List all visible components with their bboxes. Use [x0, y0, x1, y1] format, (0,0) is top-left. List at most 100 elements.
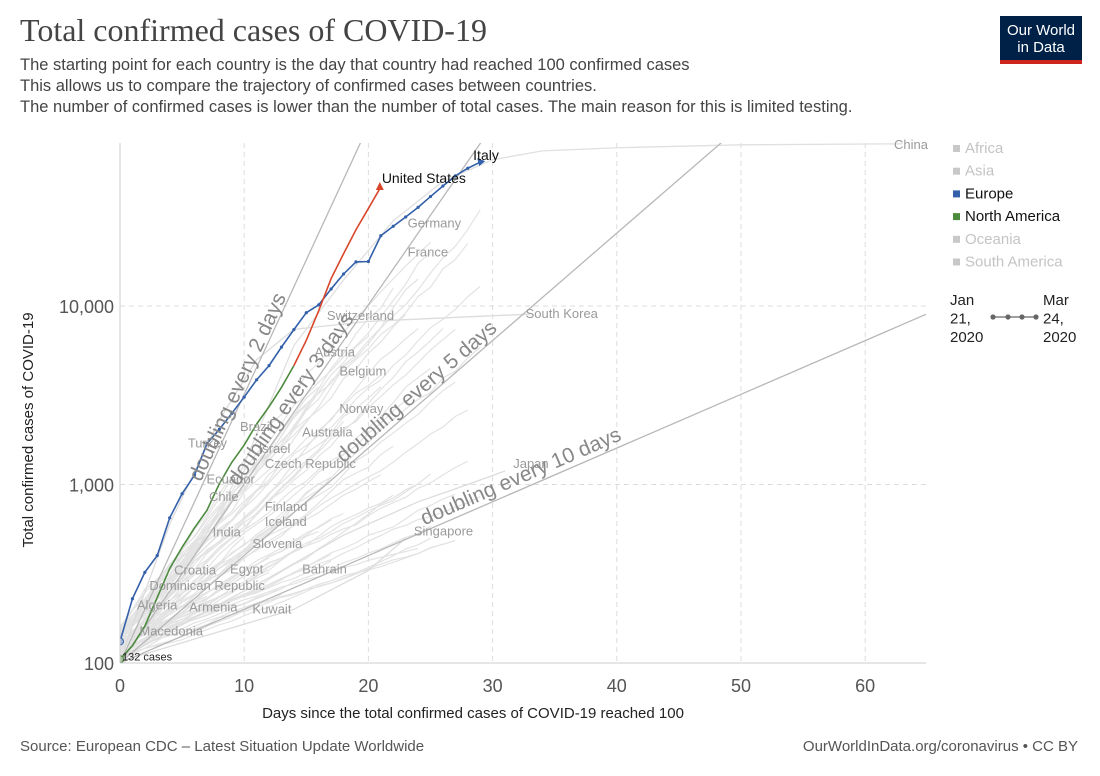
logo-line-2: in Data [1017, 39, 1065, 56]
series-point [230, 411, 234, 416]
series-point [267, 363, 271, 368]
country-label-austria: Austria [315, 344, 356, 359]
legend-item-asia[interactable]: Asia [953, 163, 995, 180]
country-label-algeria: Algeria [137, 597, 178, 612]
doubling-reference-lines [120, 143, 926, 663]
series-point [255, 378, 259, 382]
x-tick-label: 60 [855, 676, 875, 696]
owid-logo[interactable]: Our World in Data [1000, 16, 1082, 64]
credit-link[interactable]: OurWorldInData.org/coronavirus • CC BY [802, 738, 1078, 755]
background-country-line [120, 553, 332, 653]
subtitle-line-2: This allows us to compare the trajectory… [20, 77, 597, 95]
series-point [168, 516, 172, 520]
legend-item-south-america[interactable]: South America [953, 254, 1063, 271]
page-title: Total confirmed cases of COVID-19 [20, 12, 487, 48]
legend-item-north-america[interactable]: North America [953, 208, 1061, 225]
doubling-line-3 [120, 143, 482, 663]
x-tick-label: 10 [234, 676, 254, 696]
country-label-czech-republic: Czech Republic [265, 456, 357, 471]
timeline-handle[interactable] [990, 314, 996, 320]
x-tick-label: 50 [731, 676, 751, 696]
series-point [180, 492, 184, 496]
country-label-finland: Finland [265, 499, 308, 514]
timeline-end-date: Mar [1043, 292, 1069, 309]
country-label-norway: Norway [339, 401, 384, 416]
legend-swatch [953, 145, 960, 152]
highlighted-series [120, 158, 486, 663]
x-tick-label: 0 [115, 676, 125, 696]
legend-swatch [953, 190, 960, 198]
timeline-handle[interactable] [1005, 314, 1011, 320]
country-label-armenia: Armenia [189, 599, 238, 614]
subtitle-line-3: The number of confirmed cases is lower t… [20, 98, 853, 116]
series-point [130, 597, 135, 601]
timeline-start-date: 2020 [950, 329, 983, 346]
legend-label: Europe [965, 185, 1013, 202]
y-tick-label: 1,000 [69, 476, 114, 496]
legend-item-africa[interactable]: Africa [953, 140, 1004, 157]
series-start-point [120, 637, 124, 646]
axes: 0 10 20 30 40 50 60 100 1,000 10,000 Days since th… [20, 143, 926, 722]
series-point [404, 215, 408, 219]
y-tick-label: 100 [84, 654, 114, 674]
doubling-line-5 [120, 143, 722, 663]
y-axis-title: Total confirmed cases of COVID-19 [20, 312, 37, 547]
timeline-handle[interactable] [1019, 314, 1025, 320]
logo-line-1: Our World [1006, 22, 1076, 39]
series-point [391, 224, 395, 228]
series-point [366, 259, 370, 264]
background-country-line [120, 474, 382, 644]
country-label-china: China [894, 137, 929, 152]
south-korea-line [120, 313, 530, 661]
series-point [354, 260, 358, 264]
series-point [155, 553, 159, 558]
series-point [379, 234, 383, 238]
country-label-israel: Israel [259, 441, 291, 456]
series-arrow-us [375, 181, 384, 190]
legend-label: Asia [965, 163, 995, 180]
doubling-label-10: doubling every 10 days [417, 423, 624, 530]
legend-item-oceania[interactable]: Oceania [953, 231, 1022, 248]
country-label-dominican-republic: Dominican Republic [149, 578, 265, 593]
series-point [217, 427, 221, 431]
background-country-line [120, 547, 419, 644]
country-label-united-states: United States [382, 170, 466, 186]
legend-label: Africa [965, 140, 1004, 157]
timeline-end-date: 2020 [1043, 329, 1076, 346]
series-point [205, 442, 209, 446]
background-country-lines [120, 143, 903, 663]
country-label-slovenia: Slovenia [252, 536, 303, 551]
timeline-handle-end[interactable] [1033, 314, 1039, 320]
series-line-united-states-late [293, 186, 382, 367]
x-axis-title: Days since the total confirmed cases of … [262, 705, 684, 722]
background-country-line [120, 329, 456, 647]
legend-item-europe[interactable]: Europe [953, 185, 1013, 202]
source-note[interactable]: Source: European CDC – Latest Situation … [20, 738, 425, 755]
series-point [304, 311, 308, 315]
background-country-line [120, 399, 407, 632]
country-label-ecuador: Ecuador [206, 471, 255, 486]
series-point [317, 303, 321, 307]
series-arrow-italy [477, 158, 486, 167]
y-tick-label: 10,000 [59, 297, 114, 317]
series-point [292, 328, 296, 332]
series-point [416, 205, 420, 209]
country-label-bahrain: Bahrain [302, 561, 347, 576]
series-start-point [120, 655, 124, 663]
country-label-turkey: Turkey [188, 435, 228, 450]
china-line [120, 143, 903, 663]
series-point [453, 174, 457, 178]
x-tick-label: 30 [483, 676, 503, 696]
country-label-croatia: Croatia [174, 562, 217, 577]
background-country-line [120, 209, 481, 644]
country-label-brazil: Brazil [240, 419, 273, 434]
background-country-line [120, 493, 456, 653]
legend-swatch [953, 235, 960, 243]
background-country-line [120, 328, 444, 651]
country-labels: Italy United States China Germany France Swit… [122, 137, 929, 664]
series-line-united-states [120, 365, 295, 660]
subtitle-line-1: The starting point for each country is t… [20, 56, 690, 74]
background-country-line [120, 526, 431, 659]
timeline-end-date: 24, [1043, 311, 1064, 328]
